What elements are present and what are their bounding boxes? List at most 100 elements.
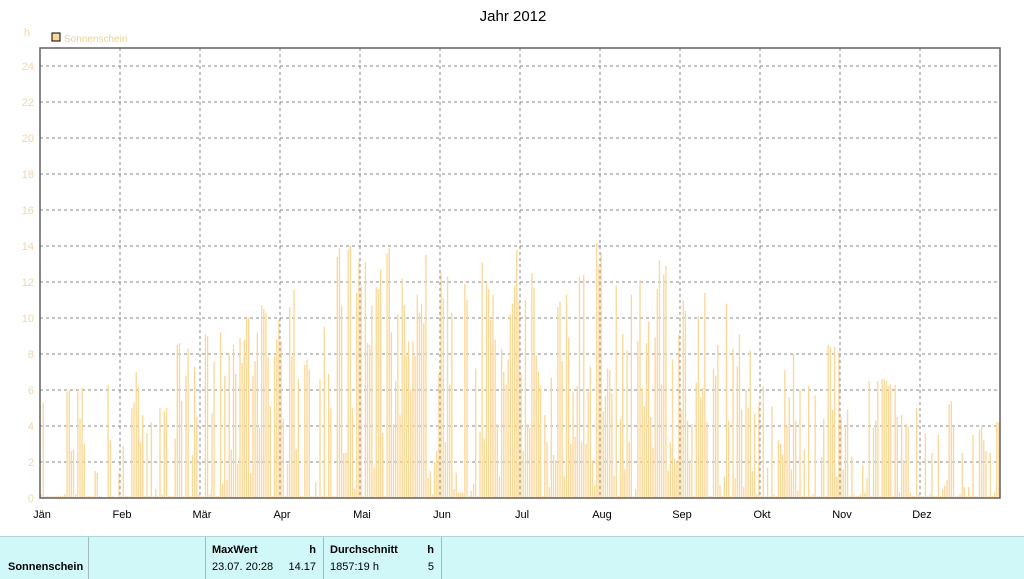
bar [630,294,633,498]
bar [485,283,488,498]
bar [751,471,754,498]
bar [139,442,142,498]
bar [401,278,403,498]
bar [345,453,347,498]
bar [635,489,637,498]
bar [286,463,289,498]
bar [310,496,313,498]
bar [885,381,888,498]
bar [983,440,985,498]
bar [77,390,79,498]
bar [669,442,671,498]
bar [600,253,602,498]
bar [823,418,825,498]
bar [894,384,896,498]
bar [496,424,498,498]
bar [44,496,47,498]
bar [905,424,907,498]
maxwert-header: MaxWert [212,544,258,556]
bar [546,442,548,498]
bar [851,456,853,498]
bar [961,453,963,498]
bar [879,496,881,498]
bar [645,343,648,498]
bar [758,404,760,498]
durchschnitt-header: Durchschnitt [330,544,398,556]
bar [358,260,360,498]
bar [738,334,741,498]
bar [870,496,873,498]
bar [799,390,801,498]
bar [559,301,561,498]
bar [533,287,535,498]
bar [163,411,165,498]
bar [864,492,866,498]
bar [481,262,483,498]
bar [399,415,401,498]
bar [704,292,706,498]
bar [974,496,976,498]
bar [702,388,704,498]
bar [539,386,542,498]
bar [933,496,935,498]
stats-durchschnitt-cell: Durchschnitt h 1857:19 h 5 [324,537,442,579]
y-tick-label: 22 [22,97,34,109]
bar [392,424,395,498]
bar [606,368,609,498]
bar [985,451,987,498]
x-tick-label: Jän [33,509,51,521]
bar [676,462,678,498]
bar [46,496,49,498]
bar [416,294,418,498]
stats-empty-cell [89,537,206,579]
bar [260,305,263,498]
bar [853,494,855,498]
maxwert-unit: h [309,544,316,556]
bar [654,337,656,498]
bar [317,496,319,498]
bar [980,426,983,498]
bar [611,393,613,498]
bar [883,379,885,498]
bar [161,494,163,498]
bar [952,426,955,498]
bar [366,343,369,498]
bar [487,289,490,498]
bar [297,379,300,498]
bar [924,433,927,498]
bar [373,467,375,498]
bar-series [40,242,1000,499]
bar [926,496,929,498]
bar [142,415,144,498]
bar [382,433,384,498]
bar [126,496,129,498]
bar [371,305,373,498]
bar [544,415,546,498]
bar [548,487,550,498]
bar [697,316,700,498]
bar [289,307,291,498]
bar [777,440,780,498]
bar [308,370,310,498]
bar [743,487,745,498]
bar [665,265,667,498]
bar [377,289,380,498]
bar [795,420,797,498]
stats-row-label: Sonnenschein [8,561,84,573]
bar [241,363,243,498]
bar [529,427,531,498]
bar [204,334,207,498]
bar [388,247,390,498]
bar [198,494,200,498]
bar [412,341,414,498]
bar [271,496,274,498]
bar [245,318,248,498]
bar [226,480,228,498]
bar [939,496,942,498]
bar [829,346,831,498]
bar [327,373,330,498]
bar [513,285,516,498]
bar [866,478,868,498]
stats-maxwert-cell: MaxWert h 23.07. 20:28 14.17 [206,537,324,579]
bar [570,444,572,498]
